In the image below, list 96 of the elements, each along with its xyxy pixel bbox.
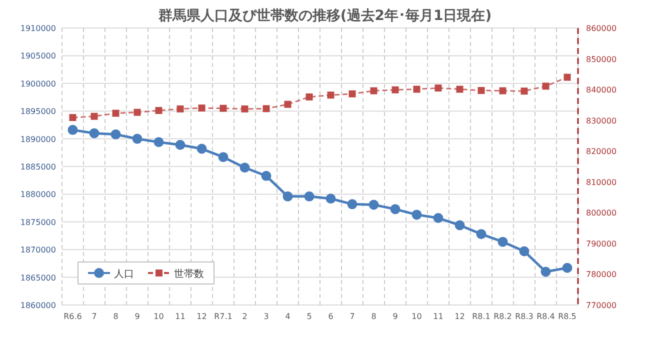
point: [282, 191, 293, 202]
point: [392, 86, 399, 94]
point: [134, 108, 141, 116]
y2-tick-label: 770000: [586, 301, 617, 310]
x-tick-label: R6.6: [64, 312, 82, 321]
x-tick-label: R8.4: [536, 312, 555, 321]
point: [542, 82, 550, 90]
y-tick-label: 1900000: [20, 79, 56, 88]
point: [90, 112, 98, 120]
point: [284, 100, 292, 108]
x-tick-label: 12: [196, 312, 207, 321]
x-tick-label: R8.2: [494, 312, 512, 321]
y-tick-label: 1905000: [20, 52, 56, 61]
y2-tick-label: 800000: [586, 208, 617, 218]
y-tick-label: 1875000: [20, 218, 56, 227]
x-tick-label: 6: [328, 312, 334, 321]
point: [262, 105, 270, 112]
point: [112, 110, 120, 117]
point: [327, 92, 334, 99]
point: [261, 170, 272, 181]
x-tick-label: R8.5: [558, 312, 576, 321]
point: [89, 128, 100, 138]
y-tick-label: 1870000: [20, 246, 56, 255]
point: [218, 152, 228, 162]
point: [478, 86, 485, 94]
y-tick-label: 1880000: [20, 190, 56, 200]
point: [347, 199, 358, 210]
x-tick-label: 5: [306, 312, 312, 321]
x-tick-label: 2: [242, 312, 248, 321]
point: [220, 104, 227, 112]
x-tick-label: 9: [134, 312, 140, 321]
point: [348, 90, 356, 98]
point: [456, 86, 464, 93]
point: [519, 246, 530, 256]
y-tick-label: 1885000: [20, 162, 56, 172]
x-tick-label: 11: [175, 312, 186, 321]
point: [110, 129, 121, 140]
y2-tick-label: 820000: [586, 147, 617, 156]
point: [306, 93, 313, 100]
point: [454, 220, 465, 230]
point: [196, 144, 207, 154]
y2-tick-label: 830000: [586, 116, 617, 126]
x-tick-label: 7: [350, 312, 355, 321]
x-tick-label: 7: [92, 312, 97, 321]
point: [240, 162, 250, 173]
y2-tick-label: 790000: [586, 239, 617, 248]
legend-label: 人口: [114, 269, 134, 280]
legend-label: 世帯数: [174, 268, 204, 280]
y2-tick-label: 780000: [586, 270, 617, 280]
point: [69, 114, 76, 122]
point: [413, 86, 420, 93]
point: [476, 229, 486, 240]
y2-tick-label: 840000: [586, 86, 617, 95]
point: [241, 105, 248, 112]
x-tick-label: 10: [154, 312, 164, 321]
y2-tick-label: 810000: [586, 178, 617, 187]
y-tick-label: 1910000: [20, 24, 56, 33]
x-tick-label: 8: [371, 312, 376, 321]
point: [68, 124, 78, 135]
y-tick-label: 1890000: [20, 134, 56, 144]
point: [304, 191, 314, 202]
point: [198, 104, 206, 112]
point: [564, 74, 571, 81]
y2-tick-label: 850000: [586, 54, 617, 64]
point: [368, 200, 379, 210]
point: [370, 87, 378, 94]
point: [434, 84, 442, 92]
x-tick-label: 9: [392, 312, 398, 321]
point: [520, 88, 528, 95]
x-tick-label: 4: [285, 312, 290, 321]
point: [540, 266, 551, 277]
y2-tick-label: 860000: [586, 24, 617, 33]
point: [498, 236, 508, 247]
point: [154, 137, 164, 148]
point: [390, 204, 400, 214]
point: [176, 105, 184, 112]
point: [132, 134, 142, 144]
x-tick-label: 10: [412, 312, 422, 321]
point: [326, 194, 336, 204]
y-tick-label: 1865000: [20, 273, 56, 282]
point: [412, 210, 422, 220]
point: [433, 213, 444, 224]
x-tick-label: R8.3: [515, 312, 534, 321]
point: [562, 262, 572, 273]
x-tick-label: 11: [433, 312, 444, 321]
point: [499, 87, 506, 94]
chart-title: 群馬県人口及び世帯数の推移(過去2年･毎月1日現在): [157, 8, 492, 24]
x-tick-label: 3: [264, 312, 269, 321]
x-tick-label: R8.1: [472, 312, 490, 321]
x-tick-label: 8: [113, 312, 118, 321]
x-tick-label: 12: [454, 312, 465, 321]
y-tick-label: 1860000: [20, 301, 56, 310]
y-tick-label: 1895000: [20, 107, 56, 116]
x-tick-label: R7.1: [214, 312, 232, 321]
point: [155, 106, 162, 114]
point: [175, 140, 186, 150]
